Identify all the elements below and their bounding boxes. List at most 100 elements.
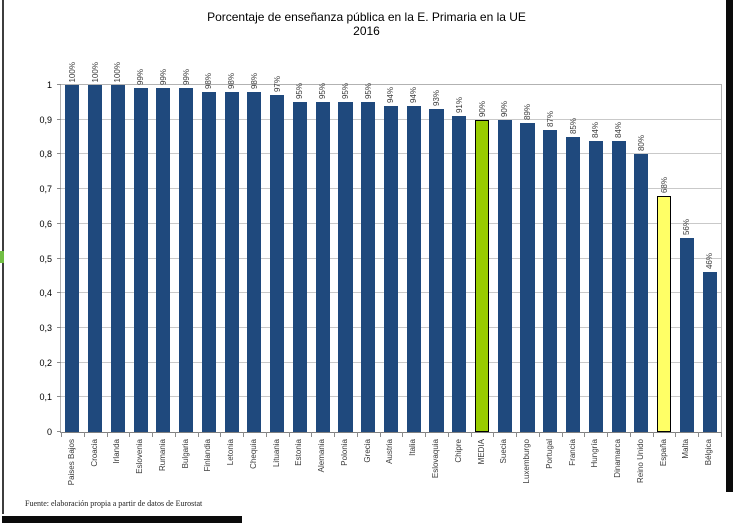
y-axis-tick bbox=[57, 153, 61, 155]
bar-slot: 100% bbox=[107, 62, 130, 432]
category-label: Irlanda bbox=[112, 439, 122, 464]
bar-value-label: 99% bbox=[158, 68, 168, 85]
bar-slot: 84% bbox=[607, 85, 630, 432]
x-axis-tick bbox=[652, 432, 654, 437]
bar-value-label: 97% bbox=[272, 75, 282, 92]
bar-slot: 100% bbox=[84, 62, 107, 432]
bar-value-label: 85% bbox=[568, 117, 578, 134]
x-axis-tick bbox=[425, 432, 427, 437]
x-axis-tick bbox=[83, 432, 85, 437]
y-axis-tick-label: 0,8 bbox=[39, 149, 52, 160]
x-axis-tick bbox=[721, 432, 722, 437]
bar-dinamarca bbox=[611, 141, 626, 432]
bar-eslovaquia bbox=[429, 109, 444, 432]
y-axis-tick-label: 0,5 bbox=[39, 253, 52, 264]
x-axis-tick bbox=[538, 432, 540, 437]
category-label: Letonia bbox=[226, 439, 236, 466]
chart-title: Porcentaje de enseñanza pública en la E.… bbox=[0, 10, 733, 38]
bar-value-label: 99% bbox=[136, 68, 146, 85]
bar-value-label: 98% bbox=[249, 72, 259, 89]
bar-slot: 99% bbox=[175, 69, 198, 432]
y-axis-tick-label: 0,3 bbox=[39, 322, 52, 333]
bar-value-label: 99% bbox=[181, 68, 191, 85]
bar-slot: 85% bbox=[562, 85, 585, 432]
y-axis-tick-label: 0 bbox=[46, 427, 52, 437]
bar-slot: 87% bbox=[539, 85, 562, 432]
x-axis-tick bbox=[106, 432, 108, 437]
bar-value-label: 95% bbox=[318, 82, 328, 99]
chart-title-line1: Porcentaje de enseñanza pública en la E.… bbox=[207, 10, 526, 24]
category-label: Eslovenia bbox=[135, 439, 145, 474]
category-label: Reino Unido bbox=[635, 439, 645, 484]
bar-slot: 98% bbox=[243, 73, 266, 432]
source-note: Fuente: elaboración propia a partir de d… bbox=[25, 499, 203, 508]
bar-slot: 90% bbox=[471, 85, 494, 432]
bar-finlandia bbox=[201, 92, 216, 432]
category-label: Croacia bbox=[89, 439, 99, 467]
y-axis-tick-label: 0,9 bbox=[39, 114, 52, 125]
x-axis-tick bbox=[493, 432, 495, 437]
category-label: Polonia bbox=[339, 439, 349, 466]
bar-slot: 97% bbox=[266, 76, 289, 432]
category-label: Francia bbox=[567, 439, 577, 466]
category-label: Bulgaria bbox=[180, 439, 190, 469]
bar-austria bbox=[383, 106, 399, 432]
right-edge-strip bbox=[726, 0, 733, 492]
category-label: Bélgica bbox=[704, 439, 714, 466]
category-label: Suecia bbox=[499, 439, 509, 464]
bar-value-label: 46% bbox=[705, 252, 715, 269]
category-label: Hungría bbox=[590, 439, 600, 468]
x-axis-tick bbox=[265, 432, 267, 437]
category-label: Malta bbox=[681, 439, 691, 459]
bar-value-label: 84% bbox=[591, 121, 601, 138]
x-axis-tick bbox=[561, 432, 563, 437]
x-axis-tick bbox=[220, 432, 222, 437]
bar-value-label: 87% bbox=[545, 110, 555, 127]
y-axis-tick-label: 1 bbox=[46, 80, 52, 90]
category-label: Grecia bbox=[362, 439, 372, 463]
bar-slot: 98% bbox=[220, 73, 243, 432]
x-axis-tick bbox=[584, 432, 586, 437]
bar-slot: 90% bbox=[493, 85, 516, 432]
bar-rumania bbox=[156, 88, 171, 432]
bar-slot: 89% bbox=[516, 85, 539, 432]
bar-eslovenia bbox=[133, 88, 148, 432]
bar-croacia bbox=[88, 85, 103, 432]
category-label: Chequia bbox=[248, 439, 258, 469]
bar-slot: 95% bbox=[311, 82, 334, 432]
x-axis-tick bbox=[152, 432, 154, 437]
y-axis-tick bbox=[57, 361, 61, 363]
bar-irlanda bbox=[110, 85, 125, 432]
bar-value-label: 84% bbox=[614, 121, 624, 138]
category-label: Lituania bbox=[271, 439, 281, 468]
bar-slot: 99% bbox=[152, 69, 175, 432]
bar-value-label: 95% bbox=[295, 82, 305, 99]
y-axis-tick bbox=[57, 431, 61, 432]
y-axis-tick bbox=[57, 84, 61, 85]
x-axis-tick bbox=[675, 432, 677, 437]
bar-slot: 46% bbox=[698, 85, 721, 432]
x-axis-tick bbox=[311, 432, 313, 437]
bar-media bbox=[474, 120, 490, 432]
y-axis-tick bbox=[57, 188, 61, 190]
bar-chipre bbox=[452, 116, 467, 432]
bar-lituania bbox=[270, 95, 285, 432]
bar-españa bbox=[657, 196, 672, 432]
bar-polonia bbox=[338, 102, 353, 432]
bar-value-label: 90% bbox=[500, 100, 510, 117]
bar-value-label: 91% bbox=[454, 96, 464, 113]
bar-value-label: 95% bbox=[340, 82, 350, 99]
x-axis-tick bbox=[61, 432, 62, 437]
bar-hungría bbox=[588, 141, 603, 432]
left-green-marker bbox=[0, 251, 4, 263]
y-axis-tick bbox=[57, 326, 61, 328]
bar-value-label: 98% bbox=[204, 72, 214, 89]
bar-portugal bbox=[543, 130, 558, 432]
category-label: Estonia bbox=[294, 439, 304, 466]
category-label: Luxemburgo bbox=[522, 439, 532, 484]
bar-value-label: 89% bbox=[523, 103, 533, 120]
bar-malta bbox=[679, 238, 694, 432]
x-axis-tick bbox=[402, 432, 404, 437]
bar-slot: 98% bbox=[198, 73, 221, 432]
